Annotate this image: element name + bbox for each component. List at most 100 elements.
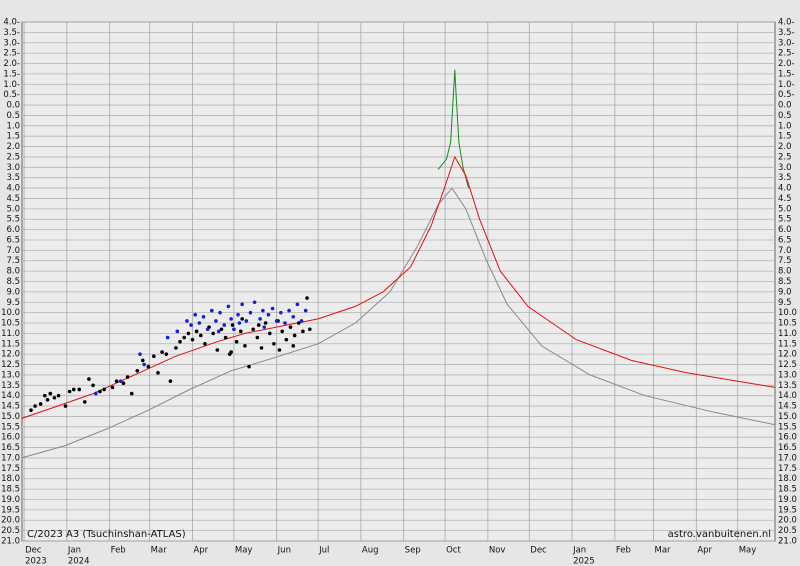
y-tick-label-right: 8.0 <box>778 267 792 277</box>
observation <box>56 393 61 398</box>
x-tick-label: Jun <box>277 546 291 556</box>
observation <box>229 350 233 354</box>
observation <box>140 358 145 363</box>
observation <box>77 387 82 392</box>
y-tick-label-right: 1.5 <box>778 132 792 142</box>
observation <box>152 354 156 359</box>
observation <box>266 312 271 317</box>
y-tick-label: 11.0 <box>1 329 20 339</box>
observation <box>244 319 249 323</box>
observation <box>38 402 43 406</box>
y-tick-label-right: 3.5- <box>778 28 795 38</box>
observation <box>296 321 301 325</box>
observation <box>262 325 267 329</box>
observation <box>146 364 151 369</box>
curve <box>437 69 470 189</box>
observation <box>178 339 182 344</box>
observation <box>156 371 160 375</box>
y-tick-label: 2.5- <box>3 49 20 59</box>
x-tick-label: Mar <box>655 546 672 556</box>
observation <box>308 327 312 332</box>
observation <box>201 314 206 319</box>
observation <box>252 300 257 305</box>
observation <box>256 323 261 327</box>
x-tick-label: Dec <box>530 546 547 556</box>
y-tick-label-right: 16.5 <box>778 443 797 453</box>
observation <box>255 335 260 340</box>
y-tick-label: 17.0 <box>1 453 20 463</box>
y-tick-label-right: 18.0 <box>778 474 797 484</box>
y-tick-label-right: 15.5 <box>778 422 797 432</box>
y-tick-label: 7.5 <box>6 256 20 266</box>
y-tick-label: 10.0 <box>1 308 20 318</box>
observation <box>291 344 296 348</box>
observation <box>223 335 228 340</box>
y-tick-label-right: 10.5 <box>778 319 797 329</box>
y-tick-label: 0.5- <box>3 90 20 100</box>
observation <box>236 312 240 317</box>
y-tick-label-right: 14.5 <box>778 402 797 412</box>
observation <box>243 344 247 348</box>
y-tick-label-right: 5.0 <box>778 204 792 214</box>
y-tick-label: 8.5 <box>6 277 20 287</box>
year-label: 2025 <box>573 557 595 566</box>
x-tick-label: Jul <box>318 546 329 556</box>
observation <box>197 321 202 325</box>
observation <box>125 375 130 379</box>
y-tick-label-right: 1.0- <box>778 80 795 90</box>
y-tick-label: 15.0 <box>1 412 20 422</box>
observation <box>261 308 265 313</box>
y-tick-label: 9.5 <box>6 298 20 308</box>
observation <box>210 308 214 313</box>
y-tick-label-right: 3.0 <box>778 163 792 173</box>
y-tick-label-right: 13.5 <box>778 381 797 391</box>
y-tick-label: 16.5 <box>1 443 20 453</box>
y-tick-label: 12.5 <box>1 360 20 370</box>
observation <box>240 317 244 321</box>
observation <box>280 329 285 334</box>
curve <box>21 187 776 459</box>
observation <box>185 319 189 323</box>
y-tick-label: 1.5 <box>6 132 20 142</box>
observation <box>175 329 180 334</box>
curve <box>21 155 776 419</box>
observation <box>211 331 215 336</box>
y-tick-label-right: 0.5 <box>778 111 792 121</box>
observation <box>226 304 231 309</box>
observation <box>214 319 218 323</box>
y-tick-label-right: 16.0 <box>778 433 797 443</box>
credit: astro.vanbuitenen.nl <box>668 529 771 540</box>
x-tick-label: Dec <box>25 546 42 556</box>
y-tick-label-right: 3.5 <box>778 173 792 183</box>
y-tick-label: 5.5 <box>6 215 20 225</box>
year-label: 2024 <box>68 557 90 566</box>
observation <box>251 327 256 332</box>
observation <box>219 327 224 332</box>
y-tick-label-right: 3.0- <box>778 38 795 48</box>
y-tick-label: 8.0 <box>6 267 20 277</box>
observation <box>186 331 191 336</box>
y-tick-label-right: 20.0 <box>778 516 797 526</box>
x-tick-label: Sep <box>405 546 421 556</box>
y-tick-label-right: 1.5- <box>778 69 795 79</box>
y-tick-label: 2.5 <box>6 152 20 162</box>
observation <box>138 352 142 356</box>
observation <box>258 317 262 321</box>
observation <box>67 389 72 394</box>
observation <box>303 308 308 313</box>
comet-name: C/2023 A3 (Tsuchinshan-ATLAS) <box>27 529 186 540</box>
observation <box>114 379 119 383</box>
observation <box>301 329 305 334</box>
observation <box>232 327 236 332</box>
y-tick-label: 6.0 <box>6 225 20 235</box>
y-tick-label-right: 4.5 <box>778 194 792 204</box>
observation <box>48 391 53 396</box>
observation <box>234 339 239 344</box>
y-tick-label-right: 6.5 <box>778 235 792 245</box>
observation <box>182 335 186 340</box>
observation <box>274 319 279 323</box>
y-tick-label-right: 11.0 <box>778 329 797 339</box>
observation <box>198 333 203 338</box>
y-tick-label: 16.0 <box>1 433 20 443</box>
y-tick-label: 15.5 <box>1 422 20 432</box>
